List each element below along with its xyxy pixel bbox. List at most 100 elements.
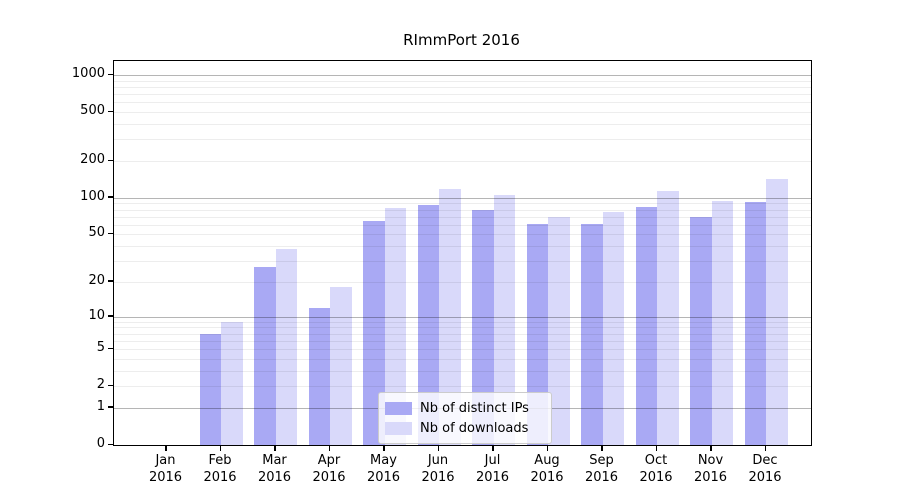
bar-nb-of-distinct-ips-nov	[690, 216, 712, 445]
y-tick-label: 1000	[71, 66, 105, 82]
x-tick-label: Oct 2016	[628, 452, 684, 486]
x-tick-year: 2016	[421, 470, 455, 485]
gridline-minor	[114, 321, 811, 323]
gridline-minor	[114, 224, 811, 226]
gridline-minor	[114, 161, 811, 163]
y-tick-label: 0	[96, 436, 105, 451]
x-tick-year: 2016	[530, 470, 564, 485]
x-tick	[165, 446, 167, 451]
x-tick-year: 2016	[639, 470, 673, 485]
x-tick-year: 2016	[693, 470, 728, 485]
gridline-major	[114, 316, 811, 318]
gridline-minor	[114, 102, 811, 104]
x-tick	[710, 446, 712, 451]
y-tick	[108, 110, 113, 113]
legend-label-distinct-ips: Nb of distinct IPs	[420, 400, 529, 416]
gridline-minor	[114, 333, 811, 335]
bar-nb-of-downloads-oct	[657, 190, 679, 445]
x-tick	[219, 446, 221, 451]
legend-label-downloads: Nb of downloads	[420, 420, 529, 436]
x-tick-year: 2016	[748, 470, 782, 485]
bar-nb-of-distinct-ips-dec	[744, 201, 766, 445]
bar-nb-of-distinct-ips-jun	[417, 204, 439, 445]
bar-nb-of-downloads-nov	[711, 200, 733, 445]
x-tick-label: May 2016	[356, 452, 412, 486]
x-tick	[764, 446, 766, 451]
x-tick-label: Dec 2016	[737, 452, 793, 486]
y-tick-label: 100	[80, 188, 105, 204]
gridline-minor	[114, 80, 811, 82]
gridline-minor	[114, 203, 811, 205]
bar-nb-of-distinct-ips-jul	[472, 210, 494, 445]
bar-nb-of-distinct-ips-mar	[254, 266, 276, 445]
legend-item-distinct-ips: Nb of distinct IPs	[385, 398, 547, 418]
gridline-minor	[114, 370, 811, 372]
y-tick	[108, 315, 113, 317]
y-tick-label: 200	[80, 152, 105, 168]
y-tick-label: 5	[96, 340, 105, 356]
gridline-minor	[114, 139, 811, 141]
bar-nb-of-downloads-aug	[548, 216, 570, 445]
x-tick	[655, 446, 657, 451]
legend-swatch-distinct-ips	[385, 401, 412, 415]
y-tick	[108, 159, 113, 162]
x-tick-year: 2016	[475, 470, 510, 485]
y-tick-label: 20	[88, 272, 105, 288]
y-tick	[108, 196, 113, 198]
gridline-minor	[114, 340, 811, 342]
y-tick	[108, 384, 113, 387]
gridline-minor	[114, 234, 811, 236]
x-tick-label: Mar 2016	[247, 452, 303, 486]
y-tick-label: 50	[88, 225, 105, 241]
x-tick	[546, 446, 548, 451]
y-tick	[108, 73, 113, 76]
bar-nb-of-distinct-ips-oct	[635, 207, 657, 445]
x-tick	[274, 446, 276, 451]
y-tick-label: 500	[80, 103, 105, 119]
gridline-minor	[114, 209, 811, 211]
x-tick-year: 2016	[257, 470, 292, 485]
x-tick-year: 2016	[203, 470, 237, 485]
y-tick	[108, 232, 113, 235]
x-tick-label: Apr 2016	[301, 452, 357, 486]
bar-nb-of-downloads-feb	[221, 321, 243, 445]
gridline-major	[114, 197, 811, 199]
y-tick-label: 1	[96, 398, 105, 414]
bar-nb-of-downloads-jul	[493, 194, 515, 445]
gridline-minor	[114, 216, 811, 218]
y-tick	[108, 280, 113, 282]
bar-nb-of-downloads-may	[384, 207, 406, 445]
x-tick-year: 2016	[312, 470, 346, 485]
x-tick-label: Jan 2016	[138, 452, 194, 486]
bar-nb-of-downloads-sep	[602, 211, 624, 445]
bar-nb-of-downloads-jun	[439, 188, 461, 445]
legend-swatch-downloads	[385, 421, 412, 435]
bar-nb-of-distinct-ips-may	[363, 221, 385, 445]
x-tick-label: Feb 2016	[192, 452, 248, 486]
x-tick-year: 2016	[148, 470, 183, 485]
legend: Nb of distinct IPs Nb of downloads	[378, 392, 552, 444]
bar-nb-of-downloads-dec	[766, 179, 788, 445]
bar-nb-of-downloads-apr	[330, 287, 352, 445]
x-tick	[383, 446, 385, 451]
x-tick-year: 2016	[366, 470, 401, 485]
x-tick-label: Jul 2016	[465, 452, 521, 486]
bar-nb-of-downloads-mar	[275, 248, 297, 445]
gridline-major	[114, 75, 811, 77]
x-tick-year: 2016	[584, 470, 619, 485]
gridline-minor	[114, 261, 811, 263]
gridline-minor	[114, 246, 811, 248]
gridline-minor	[114, 94, 811, 96]
legend-item-downloads: Nb of downloads	[385, 418, 547, 438]
gridline-minor	[114, 281, 811, 283]
gridline-minor	[114, 327, 811, 329]
gridline-minor	[114, 124, 811, 126]
y-tick-label: 10	[88, 307, 105, 323]
bar-nb-of-distinct-ips-apr	[308, 307, 330, 445]
x-tick-label: Jun 2016	[410, 452, 466, 486]
x-tick	[492, 446, 494, 451]
bar-nb-of-distinct-ips-aug	[526, 223, 548, 445]
bar-nb-of-distinct-ips-feb	[199, 333, 221, 445]
chart-title: RImmPort 2016	[403, 31, 520, 49]
